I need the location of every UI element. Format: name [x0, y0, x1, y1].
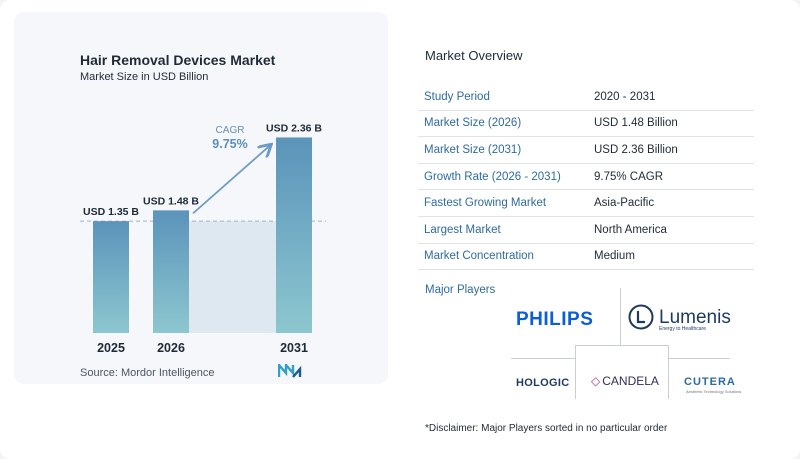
- cagr-value: 9.75%: [212, 137, 247, 151]
- overview-label: Growth Rate (2026 - 2031): [424, 170, 561, 183]
- philips-logo: PHILIPS: [516, 309, 594, 330]
- overview-value: Asia-Pacific: [594, 197, 655, 210]
- x-tick-label: 2026: [157, 341, 185, 355]
- players-divider: [668, 358, 730, 359]
- lumenis-mark-icon: [628, 304, 654, 330]
- candela-mark-icon: ◇: [591, 374, 601, 388]
- overview-row: Market Size (2026) USD 1.48 Billion: [418, 111, 754, 138]
- x-tick-label: 2031: [280, 341, 308, 355]
- x-tick-label: 2025: [97, 341, 125, 355]
- cutera-wordmark: CUTERA: [684, 376, 736, 388]
- players-divider: [620, 288, 621, 345]
- overview-value: Medium: [594, 250, 635, 263]
- market-size-chart: USD 1.35 B 2025 USD 1.48 B 2026 USD 2.36 B 20…: [80, 122, 326, 355]
- growth-shade: [189, 221, 276, 333]
- data-label: USD 1.35 B: [83, 206, 139, 218]
- cagr-label: CAGR: [216, 125, 245, 136]
- players-divider: [668, 345, 669, 399]
- overview-value: USD 2.36 Billion: [594, 143, 678, 156]
- players-divider: [575, 345, 669, 346]
- hologic-logo: HOLOGIC: [516, 377, 570, 389]
- overview-row: Fastest Growing Market Asia-Pacific: [418, 190, 754, 217]
- bar-2031: [276, 137, 312, 333]
- cagr-arrow: [192, 145, 270, 215]
- bar-2025: [93, 221, 129, 333]
- source-note: Source: Mordor Intelligence: [80, 367, 215, 379]
- candela-logo: ◇ CANDELA: [591, 374, 659, 388]
- overview-label: Study Period: [424, 90, 490, 103]
- data-label: USD 2.36 B: [266, 122, 322, 134]
- bar-2026: [153, 210, 189, 333]
- players-divider: [575, 345, 576, 399]
- overview-row: Market Size (2031) USD 2.36 Billion: [418, 137, 754, 164]
- market-overview-title: Market Overview: [425, 48, 523, 63]
- major-players-title: Major Players: [425, 284, 496, 296]
- overview-value: 9.75% CAGR: [594, 170, 664, 183]
- data-label: USD 1.48 B: [143, 195, 199, 207]
- mordor-intelligence-logo-icon: [278, 364, 302, 378]
- overview-value: North America: [594, 223, 667, 236]
- chart-title: Hair Removal Devices Market: [80, 52, 276, 68]
- candela-wordmark: CANDELA: [602, 374, 659, 388]
- disclaimer: *Disclaimer: Major Players sorted in no …: [425, 423, 668, 434]
- overview-label: Fastest Growing Market: [424, 197, 547, 210]
- lumenis-logo: Lumenis Energy to Healthcare: [628, 304, 731, 332]
- overview-row: Largest Market North America: [418, 217, 754, 244]
- overview-value: USD 1.48 Billion: [594, 117, 678, 130]
- overview-label: Market Size (2031): [424, 143, 522, 156]
- overview-row: Market Concentration Medium: [418, 244, 754, 271]
- cutera-tagline: Aesthetic Technology Solutions: [686, 389, 742, 394]
- players-divider: [511, 358, 575, 359]
- overview-row: Growth Rate (2026 - 2031) 9.75% CAGR: [418, 164, 754, 191]
- lumenis-wordmark: Lumenis: [659, 306, 731, 328]
- lumenis-tagline: Energy to Healthcare: [659, 326, 706, 332]
- overview-value: 2020 - 2031: [594, 90, 656, 103]
- overview-label: Largest Market: [424, 223, 501, 236]
- cutera-logo: CUTERA Aesthetic Technology Solutions: [684, 376, 741, 394]
- overview-row: Study Period 2020 - 2031: [418, 84, 754, 111]
- market-overview-table: Study Period 2020 - 2031 Market Size (2026…: [418, 84, 754, 271]
- chart-subtitle: Market Size in USD Billion: [80, 71, 209, 83]
- overview-label: Market Size (2026): [424, 117, 522, 130]
- overview-label: Market Concentration: [424, 250, 534, 263]
